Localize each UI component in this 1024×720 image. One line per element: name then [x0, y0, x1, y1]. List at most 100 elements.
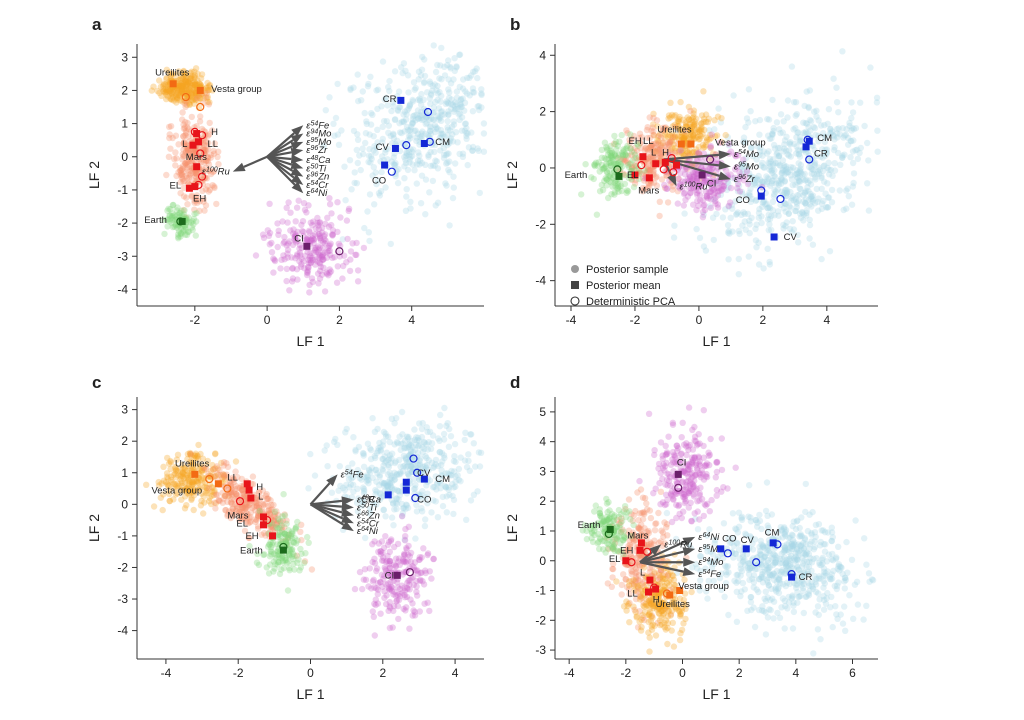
posterior-sample-cc — [821, 580, 828, 587]
y-tick-label: 3 — [121, 50, 128, 64]
posterior-sample-cc — [391, 116, 399, 124]
posterior-sample-ci — [289, 264, 296, 272]
posterior-sample-ureilites — [178, 82, 185, 90]
posterior-sample-ureilites — [187, 81, 194, 88]
posterior-sample-cc — [746, 565, 754, 572]
posterior-sample-cc — [410, 113, 417, 120]
posterior-sample-oc — [210, 466, 217, 473]
posterior-sample-cc — [746, 229, 753, 237]
posterior-sample-cc — [831, 160, 838, 167]
posterior-sample-oc — [199, 166, 206, 173]
posterior-sample-cc — [404, 126, 412, 134]
posterior-sample-ci — [401, 584, 408, 591]
posterior-sample-cc — [424, 89, 431, 96]
posterior-sample-cc — [759, 543, 767, 550]
posterior-sample-cc — [403, 152, 410, 160]
posterior-sample-oc — [187, 170, 194, 178]
posterior-sample-cc — [396, 120, 403, 127]
posterior-sample-oc — [220, 495, 227, 502]
posterior-sample-cc — [764, 245, 771, 252]
posterior-sample-cc — [349, 460, 356, 467]
posterior-sample-earth — [613, 146, 620, 153]
posterior-sample-ci — [398, 513, 406, 520]
posterior-sample-oc — [187, 167, 194, 175]
posterior-sample-cc — [671, 222, 678, 229]
posterior-sample-cc — [366, 131, 373, 138]
posterior-sample-ureilites — [181, 505, 189, 512]
posterior-sample-cc — [874, 148, 881, 155]
posterior-sample-ureilites — [191, 75, 198, 82]
posterior-sample-ureilites — [160, 82, 167, 89]
posterior-sample-oc — [180, 146, 187, 153]
posterior-sample-cc — [874, 127, 881, 134]
y-axis-title: LF 2 — [86, 514, 102, 542]
posterior-sample-oc — [180, 206, 187, 214]
posterior-sample-cc — [863, 561, 870, 568]
posterior-sample-earth — [598, 181, 605, 189]
posterior-sample-ureilites — [175, 89, 182, 96]
posterior-sample-cc — [696, 234, 704, 242]
posterior-sample-ureilites — [668, 111, 676, 119]
posterior-sample-oc — [171, 155, 178, 163]
posterior-sample-cc — [437, 108, 445, 116]
posterior-sample-ci — [701, 206, 709, 214]
y-axis-title: LF 2 — [504, 514, 520, 542]
posterior-sample-oc — [209, 168, 217, 176]
y-tick-label: 4 — [539, 435, 546, 449]
posterior-sample-cc — [367, 159, 374, 166]
posterior-sample-cc — [426, 428, 434, 435]
posterior-sample-cc — [854, 601, 862, 608]
posterior-sample-ci — [384, 557, 391, 565]
posterior-sample-oc — [183, 194, 190, 201]
posterior-sample-cc — [367, 121, 375, 128]
posterior-sample-cc — [434, 165, 442, 172]
posterior-sample-ureilites — [191, 90, 198, 97]
posterior-sample-cc — [389, 140, 396, 147]
posterior-sample-cc — [359, 88, 366, 95]
posterior-sample-oc — [202, 138, 210, 145]
posterior-sample-cc — [458, 127, 466, 134]
posterior-sample-cc — [833, 582, 841, 589]
posterior-sample-cc — [360, 150, 367, 158]
posterior-sample-oc — [648, 127, 655, 135]
posterior-sample-cc — [444, 141, 451, 149]
posterior-sample-cc — [358, 97, 365, 104]
posterior-sample-ureilites — [182, 74, 190, 81]
posterior-sample-cc — [425, 151, 432, 159]
x-tick-label: 0 — [679, 666, 686, 680]
posterior-sample-ureilites — [178, 85, 185, 93]
posterior-sample-cc — [424, 108, 431, 116]
posterior-sample-cc — [347, 85, 354, 92]
posterior-sample-earth — [274, 561, 281, 568]
posterior-sample-ureilites — [183, 101, 190, 109]
posterior-sample-cc — [396, 104, 404, 111]
posterior-sample-cc — [426, 78, 433, 85]
posterior-sample-cc — [366, 237, 373, 245]
posterior-sample-oc — [200, 144, 207, 152]
posterior-sample-oc — [196, 118, 204, 125]
posterior-sample-earth — [622, 151, 629, 158]
posterior-sample-ureilites — [166, 90, 173, 97]
posterior-sample-cc — [441, 404, 448, 412]
posterior-sample-cc — [430, 104, 438, 111]
posterior-sample-cc — [403, 116, 410, 123]
posterior-sample-cc — [392, 159, 399, 167]
x-axis-title: LF 1 — [702, 686, 730, 702]
posterior-sample-cc — [412, 84, 419, 92]
posterior-sample-cc — [724, 222, 732, 229]
posterior-sample-oc — [656, 198, 663, 205]
posterior-sample-cc — [413, 137, 420, 145]
posterior-sample-cc — [769, 198, 777, 205]
posterior-sample-cc — [828, 186, 836, 194]
posterior-sample-cc — [796, 153, 804, 160]
posterior-sample-cc — [835, 543, 842, 550]
posterior-sample-cc — [456, 116, 463, 124]
posterior-sample-cc — [404, 72, 412, 79]
posterior-sample-earth — [193, 209, 200, 217]
posterior-sample-oc — [179, 172, 186, 179]
posterior-sample-cc — [843, 205, 850, 212]
y-tick-label: -1 — [117, 529, 128, 543]
posterior-sample-cc — [396, 129, 404, 136]
x-tick-label: 0 — [264, 313, 271, 327]
